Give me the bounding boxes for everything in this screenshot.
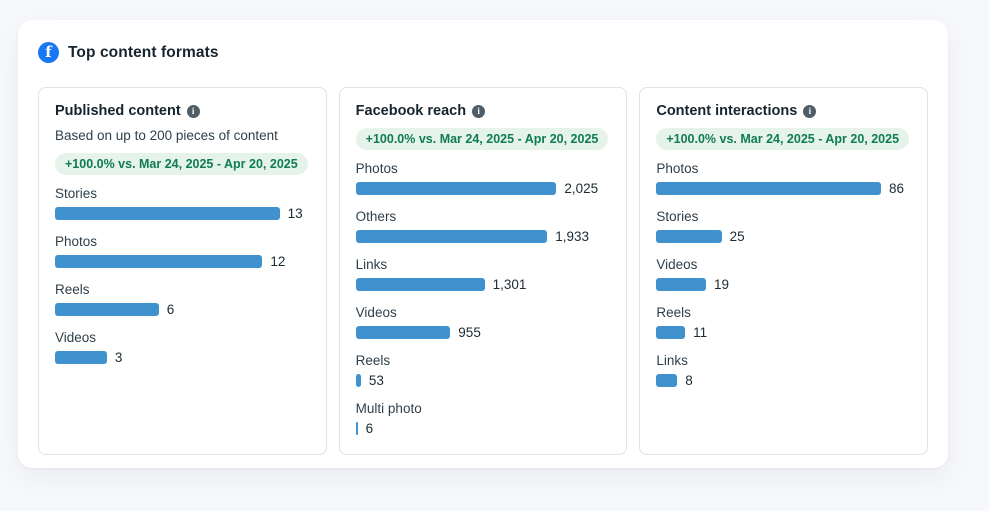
panel-title: Published content [55, 103, 181, 119]
info-icon[interactable]: i [186, 104, 200, 118]
panel-published-content: Published content i Based on up to 200 p… [38, 87, 327, 455]
bar-chart: Stories 13 Photos 12 Reels 6 Videos 3 [55, 186, 310, 365]
panel-title: Facebook reach [355, 103, 467, 119]
bar-value: 3 [114, 350, 123, 365]
chart-row: Others 1,933 [355, 209, 611, 244]
bar [355, 422, 358, 435]
bar [55, 255, 263, 268]
panel-facebook-reach: Facebook reach i +100.0% vs. Mar 24, 202… [338, 87, 628, 455]
bar [355, 374, 361, 387]
bar-line: 6 [355, 421, 611, 436]
bar-value: 19 [713, 277, 729, 292]
bar [55, 207, 280, 220]
panel-subtitle: Based on up to 200 pieces of content [55, 128, 278, 143]
chart-row: Photos 86 [656, 161, 911, 196]
bar-value: 86 [889, 181, 905, 196]
bar-category-label: Links [656, 353, 688, 368]
bar-category-label: Photos [656, 161, 699, 176]
chart-row: Videos 3 [55, 330, 310, 365]
bar-category-label: Videos [55, 330, 97, 345]
bar-category-label: Stories [55, 186, 98, 201]
bar-line: 3 [55, 350, 310, 365]
top-content-formats-card: f Top content formats Published content … [18, 20, 948, 468]
bar [355, 278, 485, 291]
bar-value: 955 [458, 325, 481, 340]
bar-value: 53 [368, 373, 384, 388]
bar [55, 351, 107, 364]
bar-line: 12 [55, 254, 310, 269]
bar-value: 1,301 [492, 277, 527, 292]
bar-value: 6 [166, 302, 175, 317]
bar [656, 326, 686, 339]
chart-row: Multi photo 6 [355, 401, 611, 436]
bar-value: 13 [287, 206, 303, 221]
bar-line: 13 [55, 206, 310, 221]
bar-line: 1,933 [355, 229, 611, 244]
bar-line: 19 [656, 277, 911, 292]
card-title: Top content formats [68, 43, 219, 61]
bar-value: 8 [685, 373, 693, 388]
info-icon[interactable]: i [803, 104, 817, 118]
bar-category-label: Photos [355, 161, 398, 176]
card-header: f Top content formats [38, 42, 928, 63]
bar [656, 278, 706, 291]
bar-line: 11 [656, 325, 911, 340]
bar-category-label: Reels [55, 282, 90, 297]
chart-row: Reels 11 [656, 305, 911, 340]
chart-row: Links 8 [656, 353, 911, 388]
bar-line: 2,025 [355, 181, 611, 196]
bar-category-label: Stories [656, 209, 699, 224]
bar-value: 2,025 [564, 181, 599, 196]
chart-row: Links 1,301 [355, 257, 611, 292]
bar-value: 25 [729, 229, 745, 244]
bar-line: 25 [656, 229, 911, 244]
bar [355, 326, 451, 339]
bar-value: 6 [365, 421, 374, 436]
chart-row: Videos 955 [355, 305, 611, 340]
chart-row: Stories 13 [55, 186, 310, 221]
bar-category-label: Multi photo [355, 401, 422, 416]
bar-line: 8 [656, 373, 911, 388]
bar [355, 182, 557, 195]
chart-row: Reels 6 [55, 282, 310, 317]
bar-value: 12 [270, 254, 286, 269]
bar-category-label: Photos [55, 234, 98, 249]
bar-category-label: Videos [355, 305, 397, 320]
bar [55, 303, 159, 316]
bar-category-label: Reels [355, 353, 391, 368]
bar [656, 374, 678, 387]
chart-row: Videos 19 [656, 257, 911, 292]
bar [355, 230, 548, 243]
panel-title: Content interactions [656, 103, 798, 119]
chart-row: Photos 2,025 [355, 161, 611, 196]
bar-chart: Photos 86 Stories 25 Videos 19 Reels 11 Links 8 [656, 161, 911, 388]
bar-line: 53 [355, 373, 611, 388]
bar-category-label: Others [355, 209, 397, 224]
panels-container: Published content i Based on up to 200 p… [38, 87, 929, 455]
chart-row: Photos 12 [55, 234, 310, 269]
bar-line: 86 [656, 181, 911, 196]
bar [656, 230, 722, 243]
comparison-badge: +100.0% vs. Mar 24, 2025 - Apr 20, 2025 [656, 128, 910, 150]
facebook-icon: f [38, 42, 59, 63]
bar-category-label: Links [355, 257, 388, 272]
bar-line: 1,301 [355, 277, 611, 292]
bar-value: 1,933 [555, 229, 590, 244]
bar-value: 11 [693, 325, 708, 340]
chart-row: Reels 53 [355, 353, 611, 388]
info-icon[interactable]: i [472, 104, 486, 118]
bar-category-label: Videos [656, 257, 698, 272]
comparison-badge: +100.0% vs. Mar 24, 2025 - Apr 20, 2025 [55, 153, 308, 175]
bar-chart: Photos 2,025 Others 1,933 Links 1,301 Videos 95… [355, 161, 611, 436]
bar-line: 6 [55, 302, 310, 317]
chart-row: Stories 25 [656, 209, 911, 244]
bar [656, 182, 882, 195]
comparison-badge: +100.0% vs. Mar 24, 2025 - Apr 20, 2025 [355, 128, 609, 150]
bar-line: 955 [355, 325, 611, 340]
bar-category-label: Reels [656, 305, 691, 320]
panel-content-interactions: Content interactions i +100.0% vs. Mar 2… [639, 87, 929, 455]
